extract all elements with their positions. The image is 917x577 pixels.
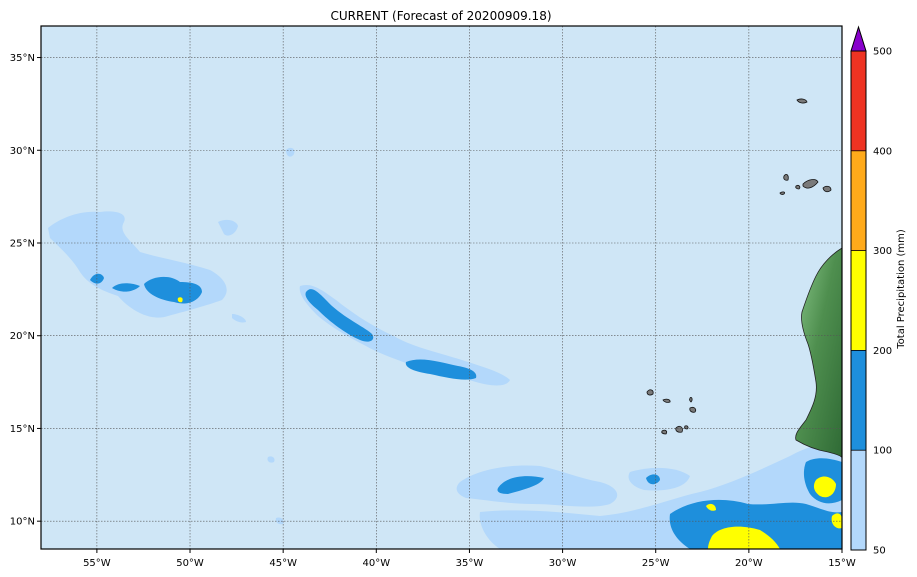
map-frame [40, 25, 843, 550]
colorbar: 50 100 200 300 400 500 Total Precipitation (m… [850, 25, 907, 557]
precip-light-area-central [299, 284, 510, 386]
map-area [41, 26, 842, 549]
precip-light-area-south [456, 465, 618, 507]
island-cape-verde-6 [675, 425, 683, 433]
island-cape-verde-5 [661, 429, 668, 435]
lon-tick-label: 45°W [269, 558, 297, 569]
lon-tick-label: 15°W [828, 558, 856, 569]
lat-tick-label: 25°N [10, 238, 35, 249]
island-canary-1 [783, 173, 789, 181]
colorbar-tick-label: 50 [873, 546, 886, 557]
precip-moderate-area-south-2 [646, 474, 660, 485]
precip-heavy-area-coast [813, 476, 836, 498]
map-title: CURRENT (Forecast of 20200909.18) [330, 9, 551, 23]
colorbar-label: Total Precipitation (mm) [896, 229, 907, 350]
precip-light-area-tiny [267, 456, 275, 463]
lat-tick-label: 30°N [10, 146, 35, 157]
lat-tick-label: 10°N [10, 517, 35, 528]
colorbar-segment [851, 150, 866, 251]
precip-heavy-areas [177, 297, 842, 549]
colorbar-segment [851, 350, 866, 451]
lon-tick-label: 25°W [642, 558, 670, 569]
colorbar-segment [851, 51, 866, 151]
lon-tick-label: 40°W [362, 558, 390, 569]
colorbar-segment [851, 250, 866, 351]
precip-moderate-band-central-east [405, 359, 477, 380]
africa-landmass [795, 247, 842, 459]
lon-tick-label: 30°W [549, 558, 577, 569]
precip-heavy-area-coast-2 [831, 513, 842, 529]
precip-light-area-tiny-2 [275, 517, 284, 525]
island-cape-verde-1 [646, 389, 654, 396]
island-cape-verde-4 [689, 406, 697, 413]
precip-heavy-area-south [708, 526, 780, 549]
precip-moderate-band-central [305, 289, 374, 342]
lat-tick-label: 20°N [10, 331, 35, 342]
island-cape-verde-3 [689, 397, 693, 403]
island-canary-2 [795, 184, 801, 190]
colorbar-tick-label: 400 [873, 146, 892, 157]
colorbar-segments [851, 51, 866, 550]
colorbar-tick-label: 100 [873, 446, 892, 457]
island-canary-5 [779, 191, 786, 195]
colorbar-extend-triangle [850, 25, 867, 52]
precip-heavy-area-south-small [706, 503, 716, 511]
colorbar-tick-label: 300 [873, 246, 892, 257]
colorbar-segment [851, 450, 866, 550]
colorbar-tick-label: 500 [873, 47, 892, 58]
latitude-tick-labels: 35°N 30°N 25°N 20°N 15°N 10°N [10, 53, 41, 528]
colorbar-tick-labels: 50 100 200 300 400 500 [851, 47, 892, 557]
precip-light-area-west-dot [232, 314, 246, 323]
longitude-tick-labels: 55°W 50°W 45°W 40°W 35°W 30°W 25°W 20°W 15°W [83, 549, 856, 569]
island-canary-4 [822, 185, 832, 193]
precip-moderate-area-west-2 [112, 283, 140, 292]
precip-light-area-west-small [218, 219, 238, 236]
lon-tick-label: 55°W [83, 558, 111, 569]
lat-tick-label: 15°N [10, 424, 35, 435]
lon-tick-label: 35°W [456, 558, 484, 569]
island-cape-verde-2 [662, 398, 671, 403]
precip-moderate-area-west-3 [144, 276, 202, 304]
precip-moderate-area-south-1 [497, 476, 544, 494]
island-madeira [796, 98, 808, 104]
map-gridlines [41, 26, 842, 549]
lat-tick-label: 35°N [10, 53, 35, 64]
colorbar-tick-label: 200 [873, 346, 892, 357]
islands [646, 98, 832, 435]
island-canary-3 [802, 179, 819, 189]
lon-tick-label: 20°W [735, 558, 763, 569]
precip-heavy-dot-west [177, 297, 183, 303]
lon-tick-label: 50°W [176, 558, 204, 569]
